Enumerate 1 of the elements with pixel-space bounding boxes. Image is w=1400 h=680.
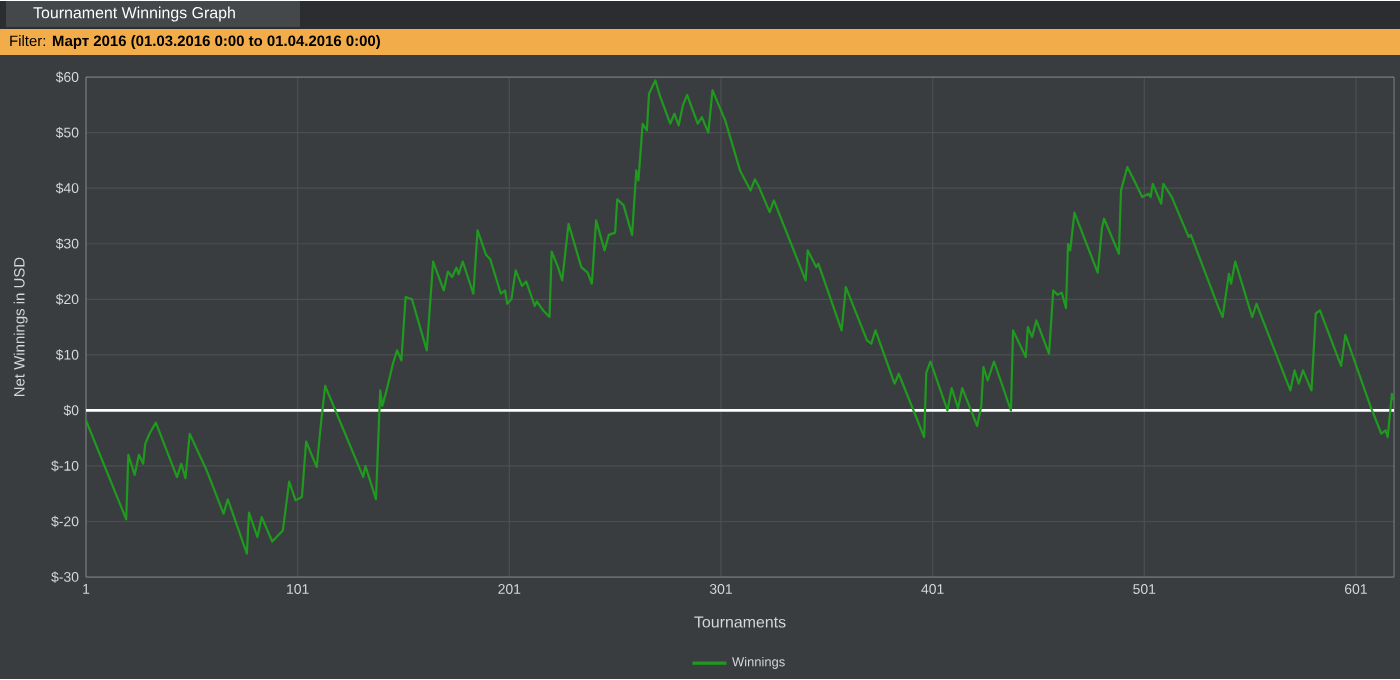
line-series	[86, 79, 1395, 556]
